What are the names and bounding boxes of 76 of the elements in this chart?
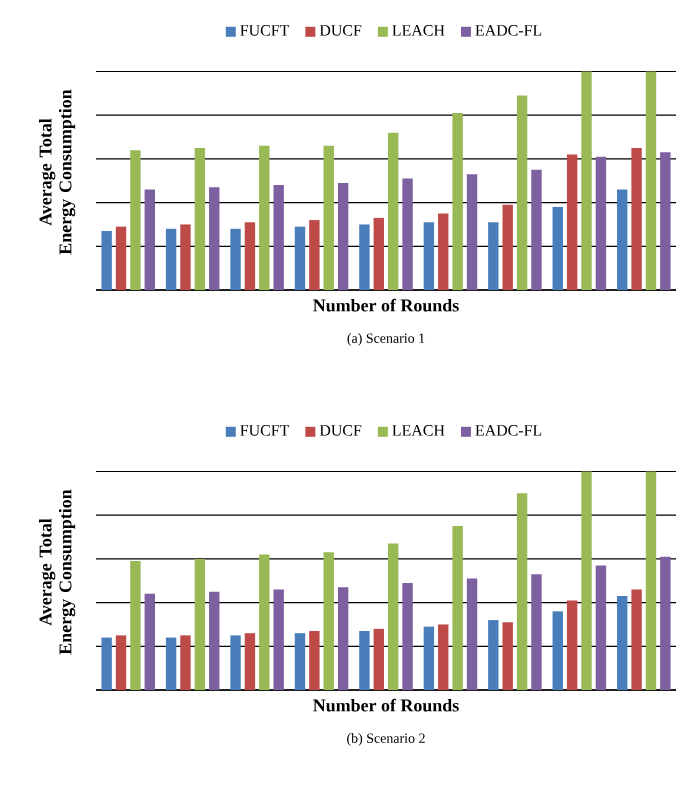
bar (244, 633, 256, 691)
bar (359, 224, 370, 290)
x-axis-title: Number of Rounds (313, 298, 459, 312)
bar (423, 222, 435, 290)
bar (438, 213, 449, 290)
bar (466, 578, 478, 691)
bar (323, 552, 334, 691)
bar (337, 182, 349, 290)
bar (294, 226, 306, 290)
bar (101, 637, 112, 691)
bar (402, 178, 413, 290)
bar (273, 589, 284, 691)
y-axis-title: Average Total Energy Consumption (38, 89, 76, 255)
bar (130, 150, 141, 290)
bar (452, 113, 463, 290)
bar (488, 222, 499, 290)
bar (531, 574, 542, 691)
bar (660, 152, 671, 290)
bar (645, 471, 657, 691)
bar (502, 204, 513, 290)
bar (209, 591, 220, 691)
bar (244, 222, 256, 290)
bar (230, 228, 241, 290)
bar (259, 145, 270, 290)
x-axis-title: Number of Rounds (313, 698, 459, 712)
bar (101, 231, 112, 290)
bar (631, 147, 642, 290)
bar (387, 543, 399, 691)
bar (259, 554, 270, 691)
bar (115, 226, 127, 290)
bar (616, 189, 628, 290)
bar (566, 154, 578, 290)
bar (309, 220, 320, 290)
bar (130, 561, 141, 691)
bar (359, 631, 370, 691)
bar (660, 556, 671, 691)
bar (209, 187, 220, 290)
bar (194, 147, 206, 290)
bar (230, 635, 241, 691)
bar (552, 611, 563, 691)
y-axis-title: Average Total Energy Consumption (38, 489, 76, 655)
bar (581, 471, 592, 691)
bar (645, 71, 657, 290)
bar (423, 626, 435, 691)
bar (531, 169, 542, 290)
bar (373, 217, 385, 290)
bar (552, 206, 563, 290)
bar (466, 174, 478, 290)
bar (273, 185, 284, 290)
bar (452, 526, 463, 691)
bar (488, 620, 499, 691)
bar (581, 71, 592, 290)
bar (144, 189, 155, 290)
bar (180, 635, 191, 691)
bar (631, 589, 642, 691)
bar (323, 145, 334, 290)
bar (595, 565, 607, 691)
bar (566, 600, 578, 691)
bar (115, 635, 127, 691)
bar (402, 582, 413, 691)
bar (144, 593, 155, 691)
bar (194, 558, 206, 691)
bar (516, 493, 528, 691)
bar (438, 624, 449, 691)
bar (387, 132, 399, 290)
bar (516, 95, 528, 290)
bar (595, 156, 607, 290)
bar (165, 228, 177, 290)
bar (616, 596, 628, 691)
bar (373, 628, 385, 691)
bar (165, 637, 177, 691)
bar (502, 622, 513, 691)
bar (180, 224, 191, 290)
bar (337, 587, 349, 691)
bar (309, 631, 320, 691)
bar (294, 633, 306, 691)
